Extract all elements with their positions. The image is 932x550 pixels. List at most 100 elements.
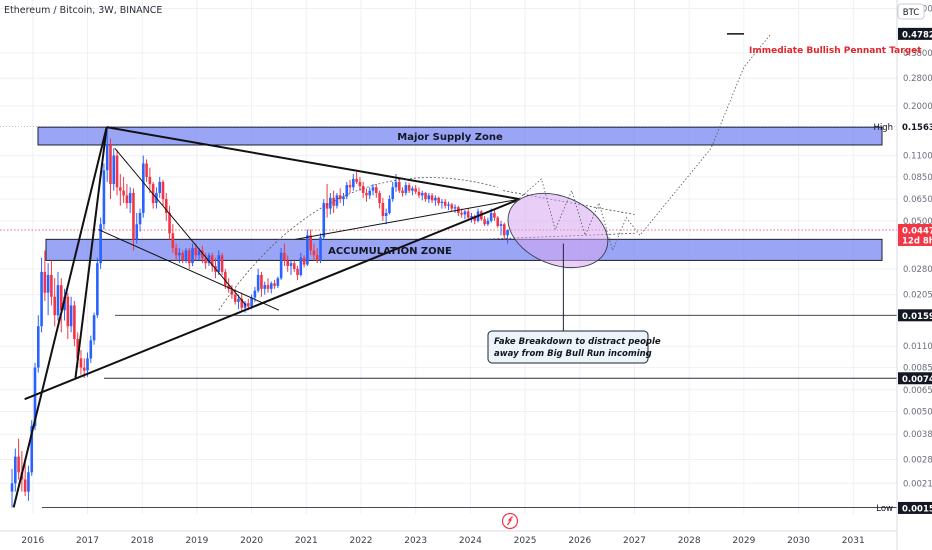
- candle[interactable]: [329, 192, 332, 215]
- candle[interactable]: [256, 268, 260, 293]
- candle[interactable]: [502, 222, 506, 240]
- price-badge[interactable]: 0.47826: [898, 27, 932, 41]
- candle[interactable]: [417, 187, 421, 198]
- candle[interactable]: [145, 159, 148, 182]
- candle[interactable]: [342, 192, 345, 206]
- candle[interactable]: [73, 300, 76, 347]
- candle[interactable]: [332, 190, 335, 213]
- candle[interactable]: [210, 252, 214, 272]
- candle[interactable]: [443, 199, 447, 209]
- candle[interactable]: [105, 127, 109, 182]
- candle[interactable]: [217, 250, 221, 275]
- candle[interactable]: [237, 294, 240, 310]
- candle[interactable]: [437, 196, 440, 206]
- candle[interactable]: [466, 208, 470, 220]
- candle[interactable]: [430, 192, 434, 204]
- candle[interactable]: [358, 176, 362, 191]
- candle[interactable]: [178, 248, 181, 264]
- candle[interactable]: [319, 233, 322, 264]
- candle[interactable]: [43, 250, 47, 301]
- candle[interactable]: [368, 187, 372, 200]
- candle[interactable]: [289, 260, 293, 275]
- candle[interactable]: [56, 271, 60, 321]
- candle[interactable]: [493, 209, 496, 221]
- candle[interactable]: [138, 208, 142, 232]
- candle[interactable]: [59, 278, 63, 333]
- candle[interactable]: [197, 248, 201, 261]
- candle[interactable]: [496, 216, 500, 228]
- candle[interactable]: [187, 248, 191, 269]
- candle[interactable]: [388, 195, 391, 215]
- candle[interactable]: [263, 281, 267, 295]
- candle[interactable]: [122, 176, 125, 204]
- candle[interactable]: [207, 252, 211, 266]
- candle[interactable]: [171, 224, 175, 253]
- candle[interactable]: [312, 243, 316, 261]
- candle[interactable]: [397, 178, 401, 193]
- candle[interactable]: [158, 176, 162, 198]
- candle[interactable]: [450, 203, 454, 212]
- candle[interactable]: [142, 155, 145, 218]
- candle[interactable]: [306, 229, 309, 266]
- candle[interactable]: [132, 188, 135, 251]
- pennant-lower-trendline[interactable]: [24, 198, 520, 401]
- price-badge[interactable]: 0.01598: [898, 309, 932, 322]
- candle[interactable]: [286, 255, 289, 272]
- candle[interactable]: [27, 465, 30, 501]
- candle[interactable]: [499, 220, 503, 236]
- candle[interactable]: [371, 184, 375, 196]
- price-badge[interactable]: 0.00156: [898, 501, 932, 515]
- candle[interactable]: [279, 248, 283, 280]
- candle[interactable]: [348, 179, 352, 193]
- candle[interactable]: [109, 138, 112, 200]
- candle[interactable]: [269, 281, 273, 294]
- currency-button[interactable]: BTC: [897, 3, 925, 20]
- candle[interactable]: [391, 181, 395, 202]
- support-trendline[interactable]: [295, 198, 520, 240]
- candle[interactable]: [36, 315, 40, 373]
- candle[interactable]: [89, 335, 93, 363]
- candle[interactable]: [240, 292, 244, 312]
- pennant-upper-trendline[interactable]: [106, 126, 520, 201]
- candle[interactable]: [125, 184, 129, 209]
- candle[interactable]: [473, 214, 477, 225]
- trendline-impulse-2[interactable]: [74, 127, 108, 379]
- candle[interactable]: [361, 181, 365, 198]
- candle[interactable]: [420, 190, 424, 201]
- note-box[interactable]: Fake Breakdown to distract people away f…: [487, 330, 661, 364]
- candle[interactable]: [463, 209, 467, 220]
- candle[interactable]: [299, 252, 303, 277]
- candle[interactable]: [184, 248, 188, 264]
- candle[interactable]: [266, 278, 270, 293]
- candle[interactable]: [483, 216, 486, 226]
- candle[interactable]: [283, 243, 286, 266]
- candle[interactable]: [201, 245, 204, 264]
- candle[interactable]: [453, 204, 457, 213]
- candle[interactable]: [115, 149, 119, 196]
- candle[interactable]: [457, 205, 460, 217]
- candle[interactable]: [224, 268, 227, 289]
- candle[interactable]: [440, 199, 444, 209]
- breakdown-ellipse[interactable]: [497, 179, 619, 281]
- candle[interactable]: [375, 184, 378, 198]
- candle[interactable]: [411, 186, 414, 196]
- candle[interactable]: [227, 278, 230, 293]
- candle[interactable]: [50, 260, 53, 306]
- candle[interactable]: [79, 350, 83, 375]
- candle[interactable]: [276, 276, 280, 289]
- channel-line-1[interactable]: [114, 148, 247, 306]
- candle[interactable]: [365, 188, 368, 202]
- candle[interactable]: [119, 174, 122, 206]
- candle[interactable]: [148, 167, 152, 193]
- candle[interactable]: [69, 296, 73, 333]
- channel-line-2[interactable]: [98, 229, 280, 311]
- candle[interactable]: [46, 263, 50, 316]
- candle[interactable]: [427, 192, 431, 204]
- candle[interactable]: [96, 257, 99, 318]
- candle[interactable]: [345, 181, 349, 200]
- price-badge[interactable]: 0.00747: [898, 372, 932, 385]
- candle[interactable]: [273, 279, 276, 289]
- candle[interactable]: [424, 191, 427, 202]
- candle[interactable]: [335, 192, 339, 209]
